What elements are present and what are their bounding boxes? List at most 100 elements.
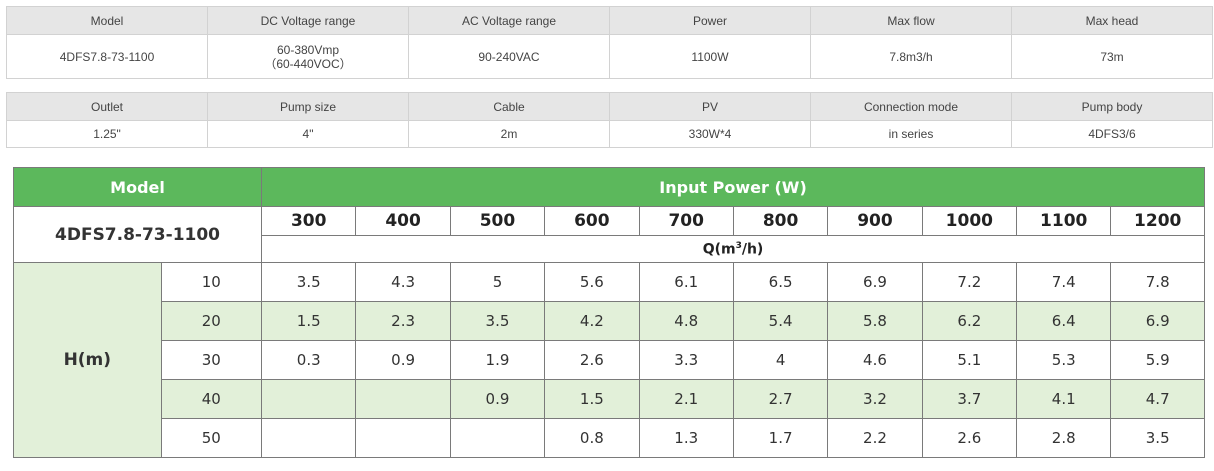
flow-value-cell: 3.5 bbox=[449, 301, 546, 341]
head-value-cell: 30 bbox=[160, 340, 263, 380]
spec-header-row: Outlet Pump size Cable PV Connection mod… bbox=[6, 92, 1213, 121]
flow-value-cell: 0.8 bbox=[544, 418, 640, 458]
flow-value-cell: 6.9 bbox=[827, 262, 923, 302]
spec-header-max-head: Max head bbox=[1011, 6, 1213, 35]
flow-value-cell: 0.9 bbox=[449, 379, 546, 419]
spec-value-max-head: 73m bbox=[1011, 34, 1213, 79]
flow-label-prefix: Q(m bbox=[702, 241, 736, 258]
flow-label-suffix: /h) bbox=[741, 241, 764, 258]
flow-value-cell: 6.2 bbox=[921, 301, 1018, 341]
spec-header-pump-body: Pump body bbox=[1011, 92, 1213, 121]
dc-voltage-line-1: 60-380Vmp bbox=[276, 42, 340, 57]
spec-value-connection-mode: in series bbox=[810, 120, 1012, 148]
flow-value-cell: 2.6 bbox=[544, 340, 640, 380]
flow-value-cell: 2.8 bbox=[1016, 418, 1112, 458]
power-header-cell: 1000 bbox=[921, 206, 1018, 236]
spec-value-cable: 2m bbox=[408, 120, 610, 148]
flow-value-cell bbox=[261, 379, 357, 419]
flow-value-cell: 1.9 bbox=[449, 340, 546, 380]
power-header-cell: 1200 bbox=[1110, 206, 1205, 236]
spec-header-dc-voltage: DC Voltage range bbox=[207, 6, 409, 35]
power-header-cell: 300 bbox=[261, 206, 357, 236]
spec-value-pump-size: 4" bbox=[207, 120, 409, 148]
perf-title-row: Model Input Power (W) bbox=[12, 167, 1205, 207]
spec-header-pv: PV bbox=[609, 92, 811, 121]
flow-value-cell: 0.9 bbox=[355, 340, 451, 380]
perf-body: H(m) 10 3.5 4.3 5 5.6 6.1 6.5 6.9 7.2 7.4 7.8 20 1.5 2… bbox=[13, 262, 1205, 458]
flow-value-cell: 4.2 bbox=[544, 301, 640, 341]
head-axis-label: H(m) bbox=[13, 262, 162, 458]
flow-value-cell: 1.5 bbox=[544, 379, 640, 419]
dc-voltage-line-2: （60-440VOC） bbox=[264, 56, 352, 71]
power-header-cell: 1100 bbox=[1016, 206, 1112, 236]
head-value-cell: 40 bbox=[160, 379, 263, 419]
flow-value-cell: 2.7 bbox=[732, 379, 829, 419]
perf-input-power-header: Input Power (W) bbox=[261, 167, 1205, 207]
head-value-cell: 50 bbox=[160, 418, 263, 458]
perf-model-header: Model bbox=[12, 167, 263, 207]
head-value-cell: 10 bbox=[160, 262, 263, 302]
spec-value-dc-voltage: 60-380Vmp （60-440VOC） bbox=[207, 34, 409, 79]
spec-value-max-flow: 7.8m3/h bbox=[810, 34, 1012, 79]
flow-value-cell: 1.5 bbox=[261, 301, 357, 341]
flow-value-cell: 5.1 bbox=[921, 340, 1018, 380]
flow-value-cell: 3.5 bbox=[261, 262, 357, 302]
flow-value-cell: 5.6 bbox=[544, 262, 640, 302]
flow-value-cell: 7.2 bbox=[921, 262, 1018, 302]
spec-header-cable: Cable bbox=[408, 92, 610, 121]
perf-power-row: 4DFS7.8-73-1100 300 400 500 600 700 800 900 100… bbox=[12, 206, 1205, 263]
head-value-cell: 20 bbox=[160, 301, 263, 341]
flow-value-cell: 5.8 bbox=[827, 301, 923, 341]
performance-table: Model Input Power (W) 4DFS7.8-73-1100 30… bbox=[12, 167, 1205, 458]
flow-value-cell: 3.5 bbox=[1110, 418, 1205, 458]
perf-flow-unit-label: Q(m3/h) bbox=[261, 235, 1205, 263]
spec-header-outlet: Outlet bbox=[6, 92, 208, 121]
flow-value-cell: 2.6 bbox=[921, 418, 1018, 458]
perf-data-row: 30 0.3 0.9 1.9 2.6 3.3 4 4.6 5.1 5.3 5.9 bbox=[14, 340, 1205, 380]
power-header-cell: 500 bbox=[449, 206, 546, 236]
spec-table-electrical: Model DC Voltage range AC Voltage range … bbox=[6, 6, 1213, 79]
spec-value-power: 1100W bbox=[609, 34, 811, 79]
spec-header-power: Power bbox=[609, 6, 811, 35]
power-header-cell: 800 bbox=[732, 206, 829, 236]
flow-value-cell: 6.1 bbox=[638, 262, 734, 302]
spec-header-ac-voltage: AC Voltage range bbox=[408, 6, 610, 35]
flow-value-cell: 4.3 bbox=[355, 262, 451, 302]
flow-value-cell: 5.3 bbox=[1016, 340, 1112, 380]
flow-value-cell: 4.6 bbox=[827, 340, 923, 380]
spec-header-row: Model DC Voltage range AC Voltage range … bbox=[6, 6, 1213, 35]
flow-value-cell: 5 bbox=[449, 262, 546, 302]
perf-model-name: 4DFS7.8-73-1100 bbox=[12, 206, 263, 263]
flow-value-cell: 4.1 bbox=[1016, 379, 1112, 419]
flow-value-cell: 3.2 bbox=[827, 379, 923, 419]
power-header-cell: 400 bbox=[355, 206, 451, 236]
power-header-cell: 700 bbox=[638, 206, 734, 236]
flow-value-cell: 4.8 bbox=[638, 301, 734, 341]
spec-value-row: 1.25" 4" 2m 330W*4 in series 4DFS3/6 bbox=[6, 120, 1213, 148]
flow-value-cell: 2.2 bbox=[827, 418, 923, 458]
flow-value-cell: 4.7 bbox=[1110, 379, 1205, 419]
flow-value-cell: 5.4 bbox=[732, 301, 829, 341]
spec-value-ac-voltage: 90-240VAC bbox=[408, 34, 610, 79]
flow-value-cell: 1.7 bbox=[732, 418, 829, 458]
perf-data-row: 20 1.5 2.3 3.5 4.2 4.8 5.4 5.8 6.2 6.4 6.9 bbox=[14, 301, 1205, 341]
spec-value-model: 4DFS7.8-73-1100 bbox=[6, 34, 208, 79]
spec-value-outlet: 1.25" bbox=[6, 120, 208, 148]
flow-value-cell: 6.4 bbox=[1016, 301, 1112, 341]
flow-value-cell bbox=[355, 379, 451, 419]
spec-table-physical: Outlet Pump size Cable PV Connection mod… bbox=[6, 92, 1213, 148]
flow-value-cell: 3.7 bbox=[921, 379, 1018, 419]
flow-value-cell: 7.8 bbox=[1110, 262, 1205, 302]
perf-data-row: 40 0.9 1.5 2.1 2.7 3.2 3.7 4.1 4.7 bbox=[14, 379, 1205, 419]
flow-value-cell: 6.9 bbox=[1110, 301, 1205, 341]
spec-header-model: Model bbox=[6, 6, 208, 35]
power-header-cell: 600 bbox=[544, 206, 640, 236]
spec-header-pump-size: Pump size bbox=[207, 92, 409, 121]
flow-value-cell bbox=[261, 418, 357, 458]
perf-data-row: 50 0.8 1.3 1.7 2.2 2.6 2.8 3.5 bbox=[14, 418, 1205, 458]
flow-value-cell: 4 bbox=[732, 340, 829, 380]
perf-flow-unit-row: Q(m3/h) bbox=[14, 235, 1205, 263]
flow-value-cell: 0.3 bbox=[261, 340, 357, 380]
flow-value-cell: 7.4 bbox=[1016, 262, 1112, 302]
power-header-cell: 900 bbox=[827, 206, 923, 236]
